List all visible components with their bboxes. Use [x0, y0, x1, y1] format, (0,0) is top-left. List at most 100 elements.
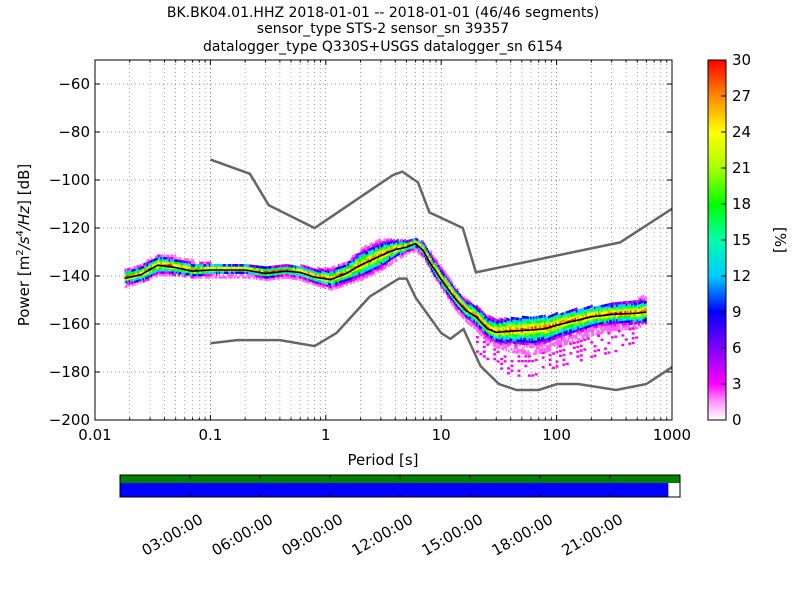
density-cell: [498, 331, 501, 335]
density-cell: [361, 266, 363, 269]
density-cell: [480, 326, 483, 330]
density-cell: [548, 349, 550, 352]
density-cell: [559, 327, 561, 331]
density-cell: [639, 305, 642, 309]
density-cell: [329, 273, 332, 276]
density-cell: [519, 324, 521, 328]
density-cell: [271, 277, 273, 281]
density-cell: [213, 264, 215, 267]
density-cell: [243, 264, 246, 267]
density-cell: [142, 280, 145, 283]
density-cell: [376, 263, 379, 267]
density-cell: [628, 305, 631, 309]
density-cell: [550, 336, 553, 339]
density-cell: [528, 338, 531, 341]
density-cell: [524, 335, 527, 338]
density-cell: [642, 302, 645, 305]
density-cell: [184, 272, 186, 276]
density-cell: [534, 330, 537, 334]
density-cell: [526, 321, 528, 324]
density-cell: [422, 255, 424, 259]
density-cell: [160, 268, 163, 272]
density-cell: [365, 254, 368, 258]
density-cell: [283, 276, 286, 279]
density-cell: [174, 254, 176, 258]
density-cell: [258, 265, 261, 269]
density-cell: [563, 319, 566, 322]
density-cell: [541, 343, 543, 347]
density-cell: [325, 283, 327, 287]
density-cell: [352, 276, 355, 279]
density-cell: [285, 264, 287, 267]
density-cell: [620, 308, 622, 312]
density-cell: [484, 318, 487, 322]
density-cell: [574, 324, 577, 328]
density-cell: [611, 321, 614, 325]
density-cell: [466, 313, 469, 317]
density-cell: [322, 285, 325, 289]
density-cell: [307, 271, 309, 274]
density-cell: [208, 261, 211, 265]
density-cell: [638, 316, 640, 319]
density-cell: [592, 314, 595, 317]
density-cell: [186, 267, 189, 271]
density-cell: [505, 336, 507, 340]
density-cell: [563, 323, 566, 327]
density-cell: [586, 311, 589, 314]
density-cell: [539, 348, 542, 352]
density-cell: [380, 252, 383, 255]
density-cell: [550, 331, 553, 334]
density-cell: [136, 267, 139, 271]
density-cell: [532, 330, 535, 334]
density-cell: [537, 342, 539, 345]
density-cell: [550, 321, 553, 325]
density-cell: [357, 257, 359, 261]
density-cell: [247, 266, 250, 270]
density-cell: [526, 342, 528, 346]
density-cell: [220, 276, 222, 279]
density-cell: [153, 258, 156, 262]
density-cell: [473, 321, 476, 325]
density-cell: [609, 302, 611, 306]
density-cell: [556, 340, 559, 344]
density-cell: [167, 266, 170, 270]
density-cell: [134, 273, 136, 276]
density-cell: [638, 313, 640, 317]
density-cell: [376, 246, 379, 250]
density-cell: [629, 300, 632, 304]
density-cell: [131, 271, 134, 275]
density-cell: [564, 311, 567, 315]
density-cell: [357, 269, 359, 273]
density-cell: [388, 244, 391, 247]
density-cell: [545, 316, 548, 320]
density-cell: [616, 323, 618, 327]
density-cell: [224, 266, 226, 270]
density-cell: [588, 320, 591, 323]
density-cell: [580, 308, 582, 312]
density-cell: [600, 309, 603, 313]
density-cell: [204, 273, 207, 277]
density-cell: [339, 273, 341, 277]
density-cell: [581, 334, 584, 338]
density-cell-sparse: [597, 349, 600, 352]
density-cell: [274, 274, 276, 278]
density-cell: [426, 247, 429, 251]
density-cell: [456, 310, 459, 313]
density-cell: [370, 254, 373, 257]
density-cell: [289, 271, 291, 275]
density-cell: [232, 266, 235, 270]
density-cell: [200, 276, 203, 279]
density-cell: [283, 266, 286, 270]
density-cell: [528, 333, 531, 337]
density-cell: [174, 259, 176, 262]
density-cell: [280, 276, 283, 280]
density-cell: [228, 276, 231, 279]
density-cell: [582, 322, 585, 325]
y-tick-label: −160: [49, 315, 90, 333]
density-cell: [251, 267, 254, 270]
colorbar-tick-label: 9: [732, 303, 742, 321]
density-cell: [599, 319, 602, 323]
density-cell: [382, 268, 384, 271]
density-cell: [300, 273, 303, 277]
density-cell: [355, 256, 358, 259]
